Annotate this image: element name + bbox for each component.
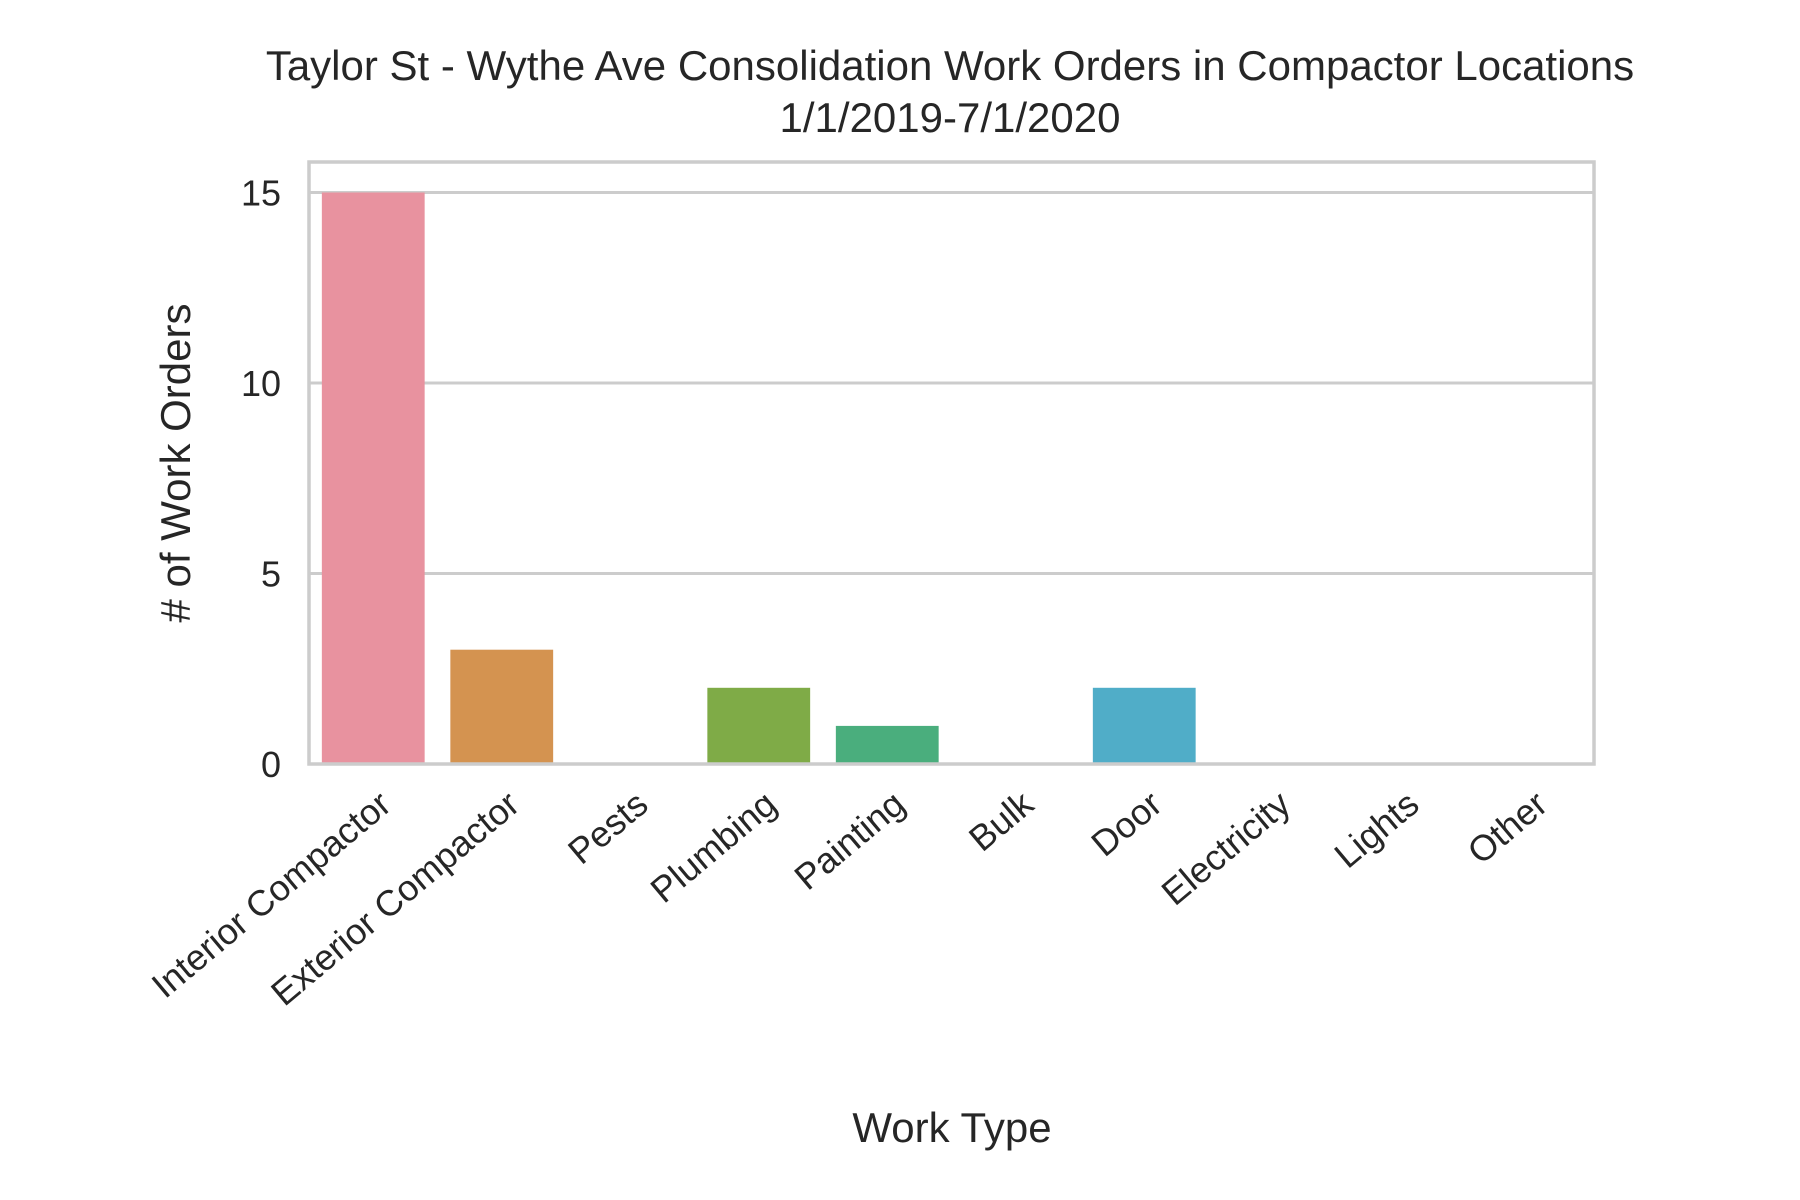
x-tick-label: Plumbing — [643, 783, 784, 911]
y-tick-label: 10 — [241, 363, 281, 404]
bar-door — [1092, 687, 1196, 764]
bars — [321, 192, 1196, 764]
x-tick-label: Electricity — [1154, 783, 1298, 913]
plot-frame — [307, 160, 1596, 766]
x-tick-label: Exterior Compactor — [263, 783, 527, 1014]
x-tick-label: Other — [1460, 783, 1555, 872]
x-tick-label: Bulk — [961, 782, 1042, 859]
chart-title: Taylor St - Wythe Ave Consolidation Work… — [266, 42, 1634, 89]
y-tick-label: 5 — [261, 553, 281, 594]
x-axis-label: Work Type — [852, 1104, 1051, 1151]
bar-interior-compactor — [321, 192, 425, 764]
bar-plumbing — [707, 687, 811, 764]
x-tick-label: Lights — [1326, 783, 1426, 876]
bar-exterior-compactor — [450, 649, 554, 764]
y-axis-label: # of Work Orders — [152, 304, 199, 623]
bar-painting — [835, 725, 939, 764]
x-tick-label: Painting — [786, 783, 912, 898]
x-tick-label: Pests — [560, 783, 655, 872]
x-tick-label: Interior Compactor — [144, 783, 399, 1006]
y-tick-labels: 0 5 10 15 — [241, 172, 281, 785]
chart-subtitle: 1/1/2019-7/1/2020 — [780, 94, 1121, 141]
x-tick-label: Door — [1083, 783, 1169, 865]
y-tick-label: 0 — [261, 744, 281, 785]
gridlines — [309, 190, 1594, 575]
y-tick-label: 15 — [241, 172, 281, 213]
